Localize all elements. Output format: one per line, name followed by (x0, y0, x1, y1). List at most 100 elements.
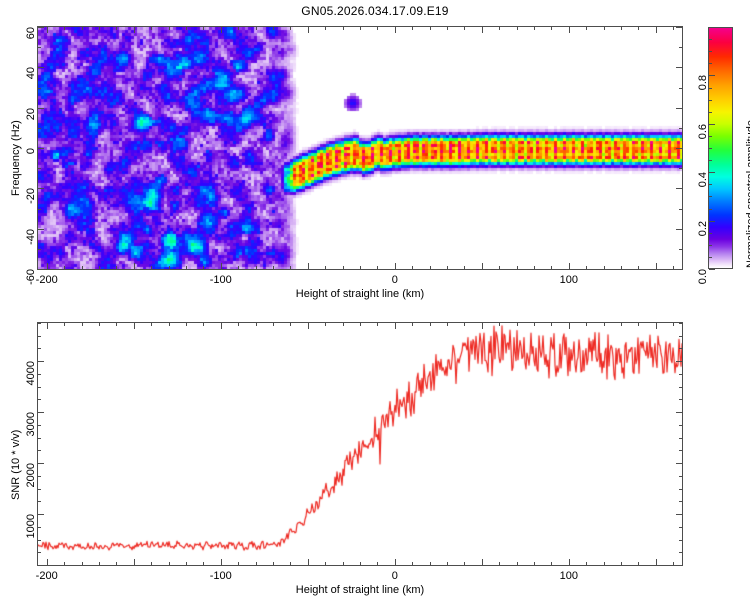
colorbar-gradient[interactable] (708, 27, 733, 269)
x-tick-mark (673, 266, 675, 269)
x-tick-mark (168, 27, 170, 30)
y-tick-mark (679, 450, 682, 452)
x-tick-mark (447, 266, 449, 269)
y-tick-mark (676, 514, 682, 516)
y-tick-mark (679, 373, 682, 375)
x-tick-mark (568, 559, 570, 565)
x-tick-mark (516, 27, 518, 30)
spectrogram-plot-area[interactable] (37, 26, 683, 270)
x-tick-label: 0 (391, 570, 398, 582)
colorbar-tick-mark (709, 160, 712, 162)
y-tick-mark (38, 424, 41, 426)
colorbar-tick-mark (709, 123, 715, 125)
x-tick-mark (534, 323, 536, 326)
y-tick-mark (676, 148, 682, 149)
y-tick-mark (38, 127, 41, 129)
x-tick-mark (412, 266, 414, 269)
x-tick-mark (621, 27, 623, 30)
colorbar-tick-label: 0.4 (697, 172, 709, 188)
colorbar-tick-mark (709, 256, 712, 258)
colorbar-tick-mark (709, 63, 712, 65)
y-tick-mark (679, 488, 682, 490)
y-tick-mark (38, 188, 44, 190)
x-tick-mark (307, 559, 309, 565)
colorbar-tick-mark (709, 39, 712, 41)
y-tick-mark (676, 27, 682, 28)
x-tick-mark (203, 562, 205, 565)
y-tick-mark (38, 412, 44, 414)
spectrogram-y-axis-label: Frequency (Hz) (10, 120, 22, 196)
x-tick-mark (272, 27, 274, 30)
x-tick-mark (534, 266, 536, 269)
x-tick-mark (603, 27, 605, 30)
x-tick-mark (377, 27, 379, 30)
x-tick-mark (307, 323, 309, 329)
x-tick-mark (98, 323, 100, 326)
y-tick-mark (679, 526, 682, 528)
snr-plot-area[interactable] (37, 322, 683, 566)
x-tick-mark (551, 323, 553, 326)
x-tick-mark (499, 266, 501, 269)
x-tick-mark (168, 323, 170, 326)
x-tick-mark (342, 323, 344, 326)
y-tick-mark (679, 539, 682, 541)
y-tick-mark (38, 437, 41, 439)
x-tick-mark (551, 266, 553, 269)
x-tick-mark (638, 266, 640, 269)
y-tick-mark (38, 335, 41, 337)
x-tick-mark (342, 266, 344, 269)
x-tick-mark (238, 323, 240, 326)
y-tick-mark (38, 323, 41, 324)
x-tick-mark (360, 266, 361, 269)
x-tick-mark (638, 27, 640, 30)
y-tick-label: 4000 (25, 361, 37, 386)
x-tick-mark (98, 27, 100, 30)
x-tick-mark (116, 562, 118, 565)
y-tick-mark (38, 47, 41, 49)
colorbar-tick-mark (709, 196, 712, 198)
y-tick-mark (679, 424, 682, 426)
x-tick-mark (116, 27, 118, 30)
x-tick-mark (429, 562, 431, 565)
x-tick-mark (516, 323, 518, 326)
x-tick-mark (64, 266, 66, 269)
y-tick-mark (38, 552, 41, 554)
y-tick-mark (38, 373, 41, 375)
x-tick-mark (290, 27, 292, 30)
y-tick-mark (38, 228, 44, 230)
x-tick-mark (185, 27, 187, 30)
y-tick-mark (38, 450, 41, 452)
x-tick-mark (133, 263, 135, 269)
y-tick-mark (676, 228, 682, 230)
colorbar-tick-mark (709, 148, 712, 149)
x-tick-mark (238, 562, 240, 565)
x-tick-mark (464, 266, 466, 269)
x-tick-mark (133, 27, 135, 33)
x-tick-mark (499, 323, 501, 326)
y-tick-label: 40 (25, 67, 37, 80)
colorbar-tick-mark (709, 184, 712, 186)
x-tick-mark (464, 27, 466, 30)
x-tick-label: 0 (391, 274, 398, 286)
colorbar-tick-label: 0.2 (697, 220, 709, 236)
x-tick-mark (220, 559, 222, 565)
x-tick-mark (586, 562, 588, 565)
x-tick-mark (255, 27, 257, 30)
x-tick-mark (655, 559, 657, 565)
y-tick-mark (679, 565, 682, 566)
x-tick-mark (151, 27, 153, 30)
x-tick-label: -200 (35, 274, 58, 286)
x-tick-mark (516, 266, 518, 269)
x-tick-mark (499, 562, 501, 565)
x-tick-mark (655, 263, 657, 269)
y-tick-label: 3000 (25, 412, 37, 437)
x-tick-mark (238, 266, 240, 269)
x-tick-mark (290, 562, 292, 565)
y-tick-mark (38, 168, 41, 170)
y-tick-mark (679, 208, 682, 210)
y-tick-label: 2000 (25, 463, 37, 488)
x-tick-mark (255, 562, 257, 565)
x-tick-mark (673, 27, 675, 30)
x-tick-mark (586, 323, 588, 326)
